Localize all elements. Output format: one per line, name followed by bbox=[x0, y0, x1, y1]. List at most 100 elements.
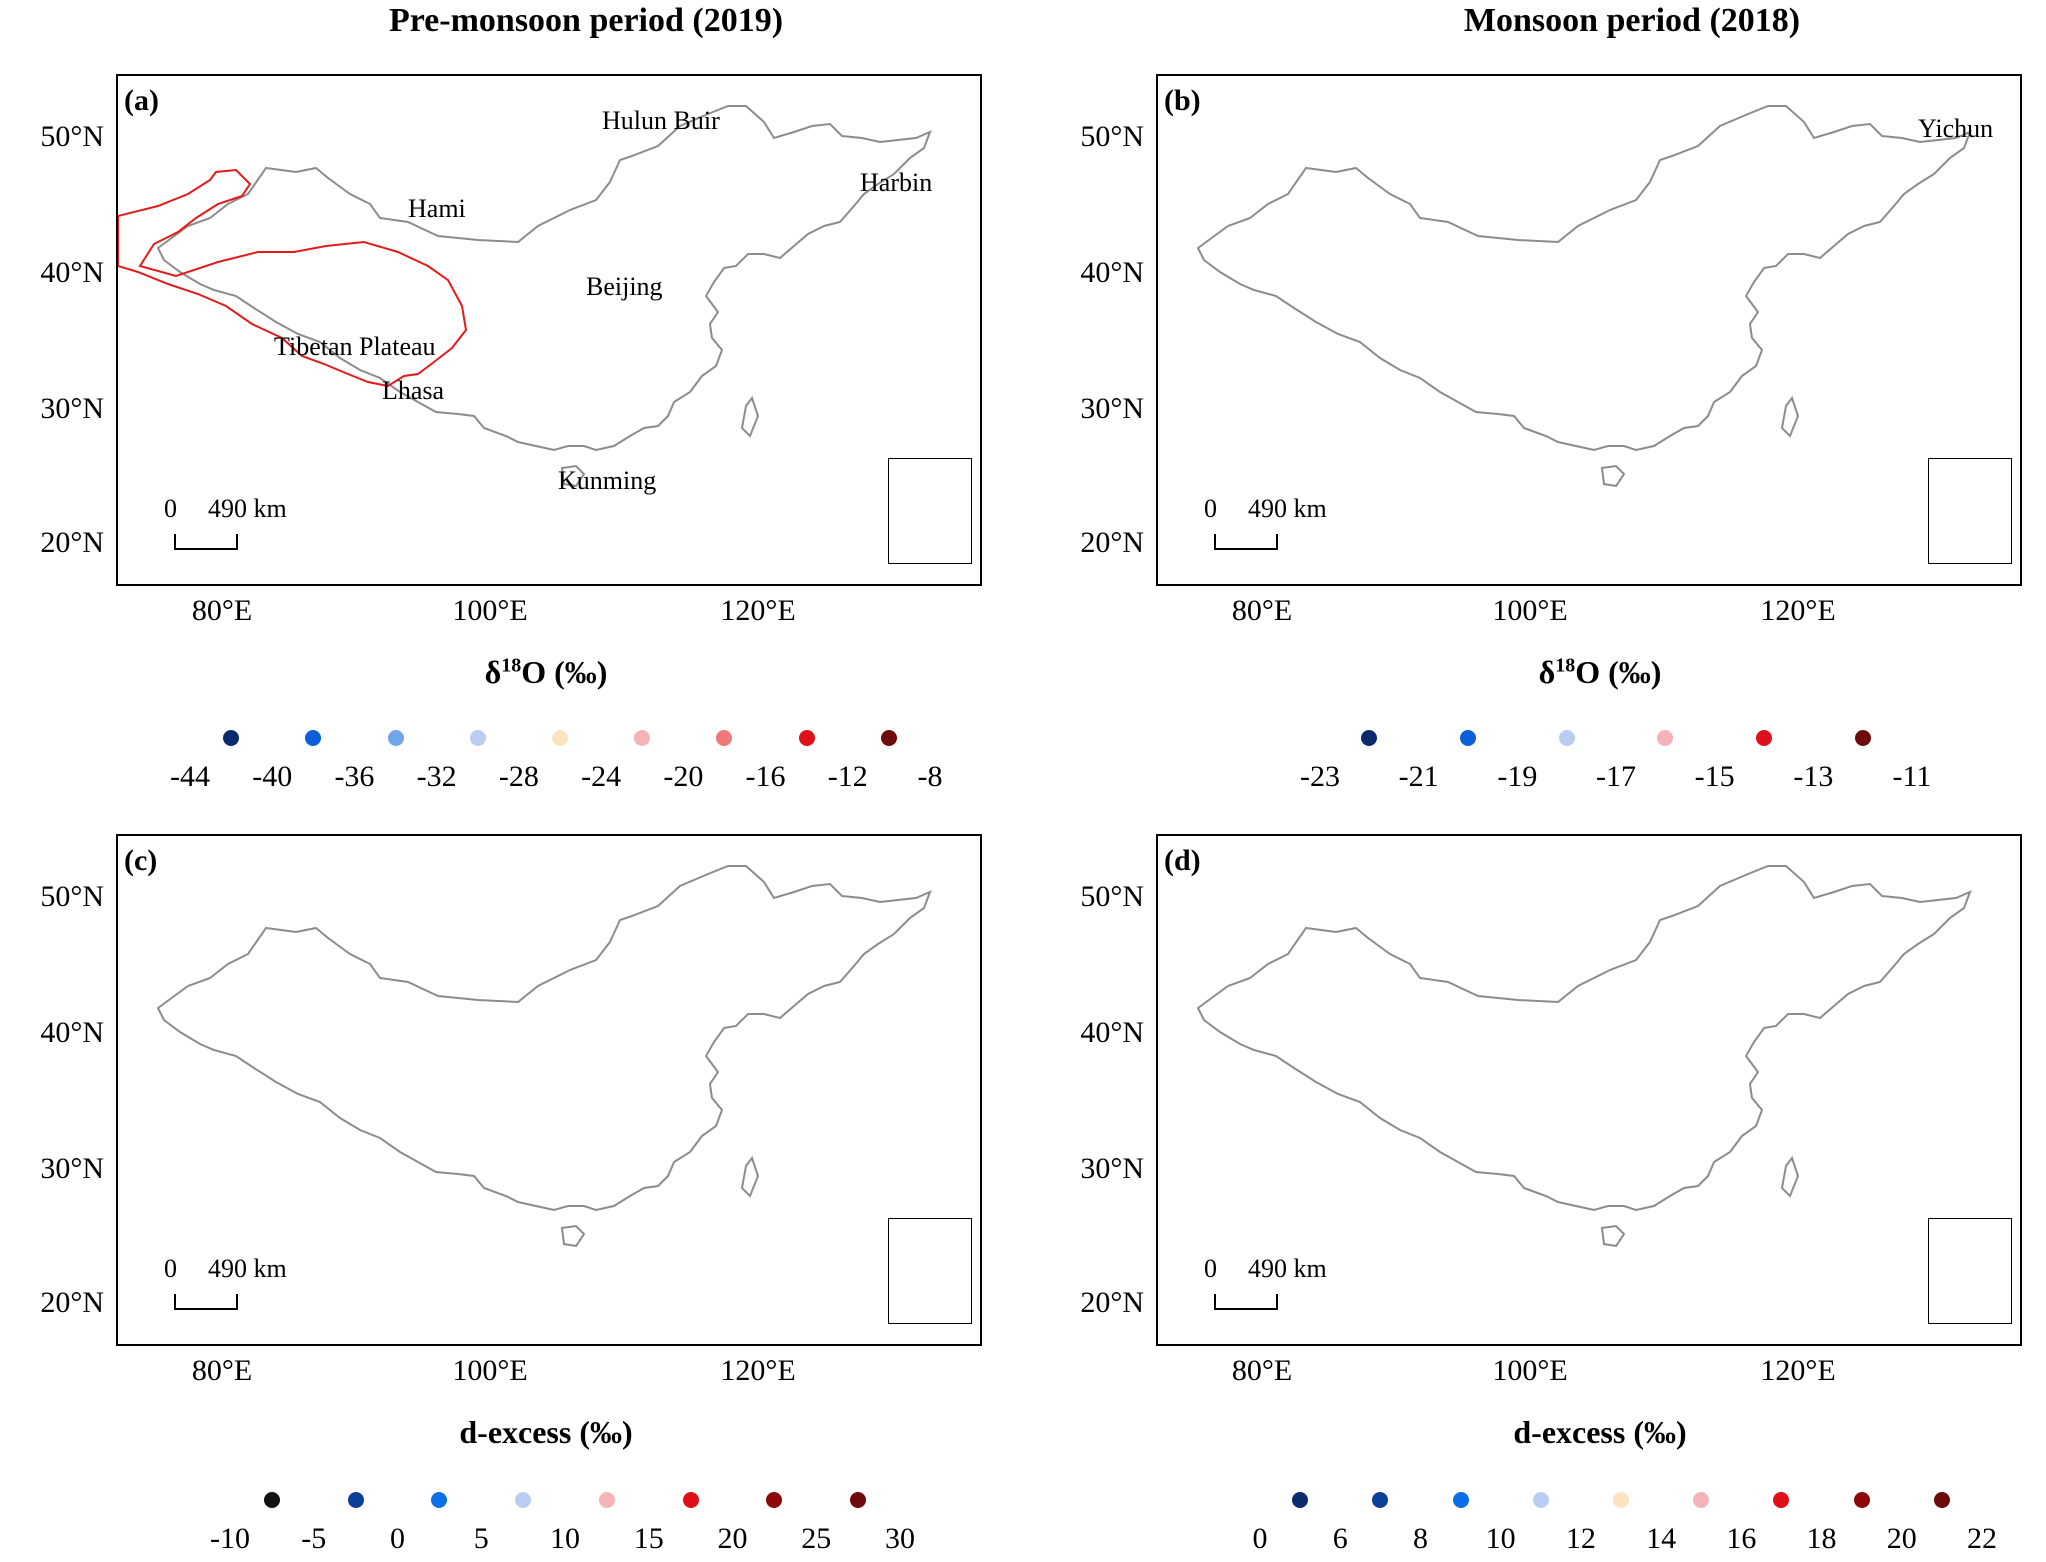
legend-tick-label: 10 bbox=[1485, 1522, 1516, 1555]
legend-tick-label: -8 bbox=[917, 760, 943, 793]
legend-color-dot bbox=[1613, 1492, 1629, 1508]
legend-color-dot bbox=[1773, 1492, 1790, 1508]
legend-color-dot bbox=[347, 1492, 364, 1508]
legend-color-dot bbox=[1452, 1492, 1469, 1508]
legend-color-dot bbox=[469, 730, 486, 746]
legend-color-dot bbox=[850, 1492, 867, 1508]
legend-tick-label: -20 bbox=[663, 760, 704, 793]
place-lhasa: Lhasa bbox=[382, 376, 445, 405]
place-harbin: Harbin bbox=[860, 168, 933, 197]
legend-color-dot bbox=[552, 730, 568, 746]
boundary-line bbox=[740, 1155, 760, 1198]
legend-tick-label: 14 bbox=[1646, 1522, 1677, 1555]
legend-tick-label: 12 bbox=[1565, 1522, 1596, 1555]
china-outline bbox=[156, 865, 932, 1248]
legend-tick-label: 5 bbox=[473, 1522, 489, 1555]
lat-label: 40°N bbox=[1080, 256, 1144, 289]
legend-color-dot bbox=[634, 730, 651, 746]
boundary-line bbox=[560, 1224, 586, 1248]
legend-color-dot bbox=[598, 1492, 615, 1508]
lon-label: 100°E bbox=[1492, 594, 1568, 627]
lat-label: 50°N bbox=[40, 880, 104, 913]
boundary-line bbox=[560, 464, 586, 488]
legend-tick-label: -40 bbox=[252, 760, 293, 793]
legend-color-dot bbox=[1372, 1492, 1389, 1508]
legend-color-dot bbox=[1460, 730, 1476, 746]
left-column-title: Pre-monsoon period (2019) bbox=[388, 2, 784, 39]
lon-label: 80°E bbox=[1231, 594, 1293, 627]
map-panel-c: (c) 0 490 km bbox=[116, 834, 982, 1346]
legend-color-dot bbox=[1756, 730, 1772, 746]
legend-color-dot bbox=[1558, 730, 1575, 746]
lon-label: 80°E bbox=[191, 594, 253, 627]
legend-tick-label: 15 bbox=[633, 1522, 664, 1555]
lat-label: 20°N bbox=[40, 1286, 104, 1319]
map-panel-a: (a) Hulun Buir Harbin Hami Beijing Tibet… bbox=[116, 74, 982, 586]
legend-title-b: δ18O (‰) bbox=[1538, 654, 1662, 690]
boundary-line bbox=[156, 105, 932, 452]
boundary-line bbox=[1600, 464, 1626, 488]
lon-label: 120°E bbox=[1760, 1354, 1836, 1387]
legend-color-dot bbox=[682, 1492, 699, 1508]
panel-label-c: (c) bbox=[124, 844, 158, 877]
map-panel-b: (b) Yichun 0 490 km bbox=[1156, 74, 2022, 586]
panel-label-a: (a) bbox=[124, 84, 159, 117]
panel-label-b: (b) bbox=[1164, 84, 1201, 117]
legend-tick-label: 18 bbox=[1806, 1522, 1837, 1555]
legend-color-dot bbox=[431, 1492, 448, 1508]
legend-tick-label: 10 bbox=[550, 1522, 580, 1555]
legend-color-dot bbox=[766, 1492, 783, 1508]
scale-distance: 490 km bbox=[208, 1254, 287, 1283]
legend-tick-label: -28 bbox=[498, 760, 539, 793]
legend-color-dot bbox=[1292, 1492, 1309, 1508]
legend-color-dot bbox=[1933, 1492, 1950, 1508]
scale-bar-d: 0 490 km bbox=[1204, 1254, 1344, 1314]
legend-title-a: δ18O (‰) bbox=[484, 654, 608, 690]
lat-label: 50°N bbox=[1080, 880, 1144, 913]
legend-tick-label: -23 bbox=[1300, 760, 1340, 793]
legend-tick-label: 0 bbox=[1252, 1522, 1268, 1555]
legend-color-dot bbox=[1657, 730, 1674, 746]
legend-tick-label: 16 bbox=[1726, 1522, 1757, 1555]
lon-label: 120°E bbox=[1760, 594, 1836, 627]
legend-color-dot bbox=[515, 1492, 532, 1508]
legend-tick-label: -12 bbox=[827, 760, 868, 793]
lon-label: 120°E bbox=[720, 594, 796, 627]
boundary-line bbox=[1196, 865, 1972, 1212]
legend-color-dot bbox=[1361, 730, 1378, 746]
boundary-line bbox=[1780, 1155, 1800, 1198]
south-china-sea-inset bbox=[888, 458, 972, 564]
lat-label: 40°N bbox=[40, 256, 104, 289]
lat-label: 40°N bbox=[1080, 1016, 1144, 1049]
lon-label: 100°E bbox=[1492, 1354, 1568, 1387]
legend-tick-label: -16 bbox=[745, 760, 786, 793]
legend-tick-label: -13 bbox=[1793, 760, 1834, 793]
tibetan-plateau-outline bbox=[118, 168, 468, 388]
scale-distance: 490 km bbox=[1248, 494, 1327, 523]
legend-color-dot bbox=[223, 730, 240, 746]
lat-label: 20°N bbox=[1080, 526, 1144, 559]
scale-zero: 0 bbox=[1204, 494, 1217, 523]
boundary-line bbox=[740, 395, 760, 438]
legend-tick-label: -5 bbox=[301, 1522, 327, 1555]
lat-label: 30°N bbox=[40, 392, 104, 425]
lon-label: 100°E bbox=[452, 594, 528, 627]
place-kunming: Kunming bbox=[558, 466, 657, 495]
legend-color-dot bbox=[716, 730, 733, 746]
legend-color-dot bbox=[798, 730, 815, 746]
china-outline bbox=[1196, 865, 1972, 1248]
legend-tick-label: 6 bbox=[1332, 1522, 1348, 1555]
lon-label: 80°E bbox=[191, 1354, 253, 1387]
legend-color-dot bbox=[880, 730, 897, 746]
lat-label: 50°N bbox=[1080, 120, 1144, 153]
south-china-sea-inset bbox=[1928, 458, 2012, 564]
legend-tick-label: 22 bbox=[1967, 1522, 1997, 1555]
legend-tick-label: 20 bbox=[717, 1522, 748, 1555]
boundary-line bbox=[156, 865, 932, 1212]
place-beijing: Beijing bbox=[586, 272, 663, 301]
lat-label: 40°N bbox=[40, 1016, 104, 1049]
scale-zero: 0 bbox=[164, 1254, 177, 1283]
legend-color-dot bbox=[263, 1492, 280, 1508]
china-outline bbox=[1196, 105, 1972, 488]
legend-title-c: d-excess (‰) bbox=[459, 1414, 633, 1450]
